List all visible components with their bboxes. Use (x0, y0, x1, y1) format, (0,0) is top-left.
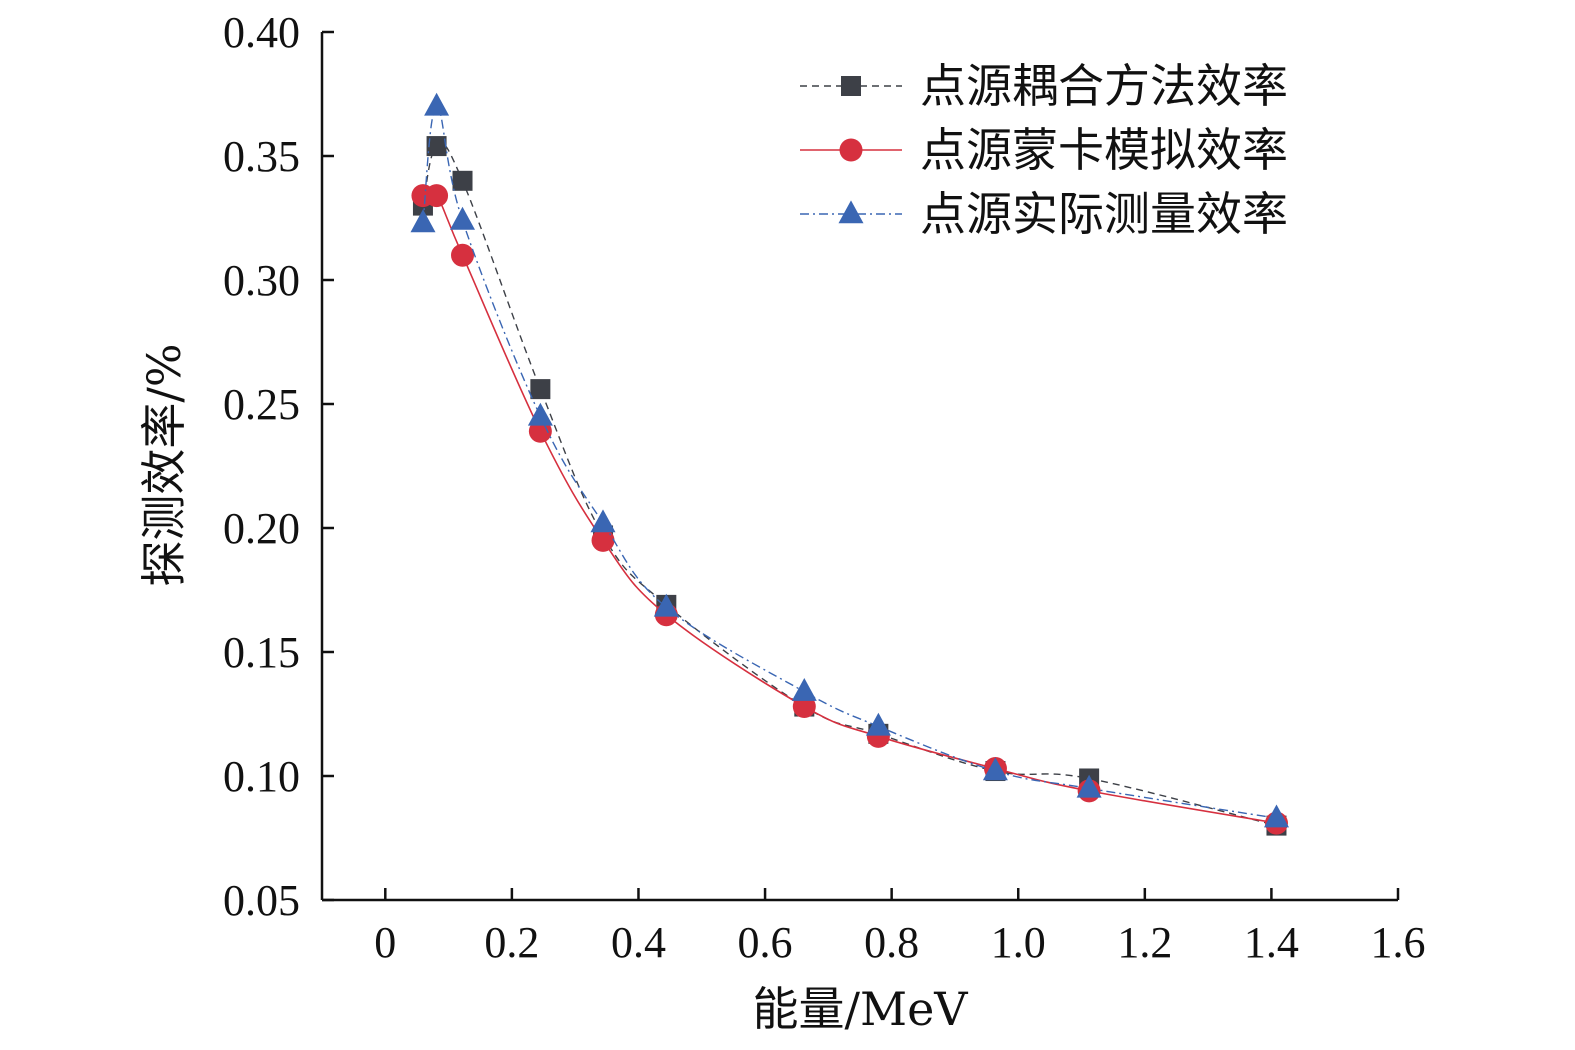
series-2 (411, 184, 1288, 835)
legend-item: 点源实际测量效率 (800, 187, 1288, 241)
x-tick-label: 0.6 (738, 918, 793, 967)
x-tick-label: 0.4 (611, 918, 666, 967)
series-line (422, 190, 1277, 824)
data-point (982, 757, 1008, 781)
data-point (452, 170, 473, 191)
legend-item: 点源耦合方法效率 (800, 59, 1288, 113)
x-tick-label: 0.2 (484, 918, 539, 967)
data-point (451, 243, 475, 267)
data-point (425, 184, 449, 208)
series-line (422, 142, 1277, 827)
data-point (590, 509, 616, 533)
x-axis-title: 能量/MeV (752, 982, 968, 1036)
data-point (1076, 774, 1102, 798)
x-tick-label: 0.8 (864, 918, 919, 967)
y-axis-title: 探测效率/% (137, 343, 191, 586)
data-point (653, 593, 679, 617)
axes-layer: 0.05 0.10 0.15 0.20 0.25 0.30 0.35 0.40 0 0.2 0.4 0… (223, 8, 1426, 967)
data-point (426, 136, 447, 157)
data-point (424, 92, 450, 116)
data-point (527, 402, 553, 426)
legend-label: 点源耦合方法效率 (920, 59, 1288, 113)
y-tick-label: 0.25 (223, 380, 300, 429)
y-tick-label: 0.40 (223, 8, 300, 57)
legend-marker (839, 138, 863, 162)
series-1 (412, 136, 1287, 836)
data-point (410, 209, 436, 233)
data-point (791, 678, 817, 701)
x-tick-label: 1.2 (1117, 918, 1172, 967)
y-tick-label: 0.15 (223, 628, 300, 677)
y-tick-label: 0.05 (223, 876, 300, 925)
series-layer (410, 92, 1289, 836)
y-tick-label: 0.35 (223, 132, 300, 181)
x-tick-label: 1.6 (1371, 918, 1426, 967)
y-tick-label: 0.30 (223, 256, 300, 305)
y-tick-label: 0.10 (223, 752, 300, 801)
y-tick-label: 0.20 (223, 504, 300, 553)
data-point (865, 712, 891, 736)
data-point (450, 206, 475, 230)
legend-marker (838, 200, 864, 224)
data-point (530, 379, 551, 400)
legend-label: 点源实际测量效率 (920, 187, 1288, 241)
legend-label: 点源蒙卡模拟效率 (920, 123, 1288, 177)
x-tick-label: 1.4 (1244, 918, 1299, 967)
legend-item: 点源蒙卡模拟效率 (800, 123, 1288, 177)
x-tick-label: 1.0 (991, 918, 1046, 967)
data-point (1264, 804, 1289, 828)
x-tick-label: 0 (374, 918, 396, 967)
data-point (591, 528, 615, 552)
series-3 (410, 92, 1289, 828)
legend-marker (841, 76, 861, 96)
